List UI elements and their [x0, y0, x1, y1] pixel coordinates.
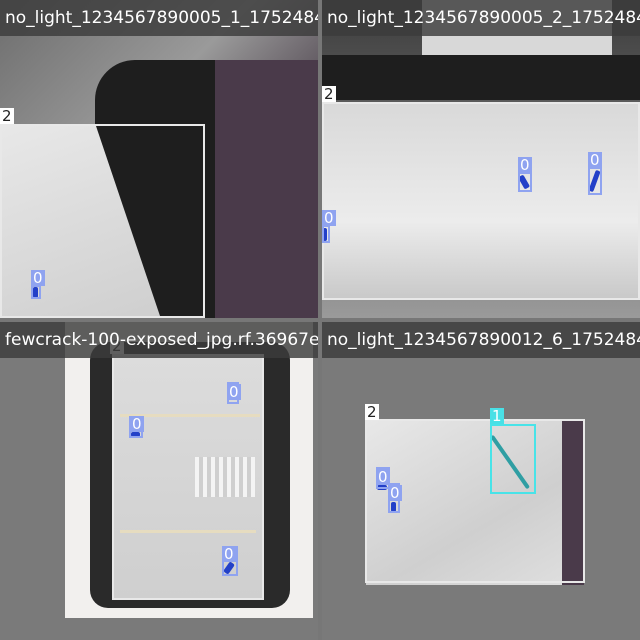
- bbox-label: 0: [588, 151, 602, 169]
- bbox-label: 0: [31, 269, 45, 287]
- tile-title: no_light_1234567890012_6_1752484050_jpg: [322, 322, 640, 358]
- bbox-class-2: [365, 419, 585, 583]
- bbox-label: 0: [130, 415, 144, 433]
- bbox-class-2: [112, 354, 264, 600]
- bbox-label: 0: [388, 484, 402, 502]
- mirror-glass: [366, 420, 584, 585]
- bbox-label: 2: [0, 107, 14, 125]
- bbox-label: 0: [222, 545, 236, 563]
- bbox-label: 0: [322, 209, 336, 227]
- bbox-class-2: [322, 102, 640, 300]
- mirror-glass: [322, 104, 640, 300]
- tile-title: no_light_1234567890005_1_1752484270_jpg: [0, 0, 318, 36]
- bbox-class-0: [31, 285, 41, 299]
- glare-line: [120, 530, 256, 533]
- bbox-label: 2: [365, 403, 379, 421]
- bbox-label: 2: [322, 85, 336, 103]
- glare-line: [120, 414, 260, 417]
- bbox-label: 1: [490, 407, 504, 425]
- bbox-class-1: [490, 424, 536, 494]
- crack-mark: [391, 502, 396, 512]
- crack-mark: [33, 287, 38, 298]
- image-tile-1[interactable]: no_light_1234567890005_1_1752484270_jpg …: [0, 0, 318, 318]
- bbox-class-0: [588, 167, 602, 195]
- bbox-class-2: [0, 124, 205, 318]
- tile-title: no_light_1234567890005_2_1752484570_jpg: [322, 0, 640, 36]
- image-tile-2[interactable]: no_light_1234567890005_2_1752484570_jpg …: [322, 0, 640, 318]
- crack-mark: [323, 228, 327, 241]
- image-tile-3[interactable]: fewcrack-100-exposed_jpg.rf.36967e2f2e01…: [0, 322, 318, 640]
- bbox-label: 0: [376, 468, 390, 486]
- reflection-window: [195, 457, 255, 497]
- tile-title: fewcrack-100-exposed_jpg.rf.36967e2f2e01…: [0, 322, 318, 358]
- bbox-class-0: [518, 172, 532, 192]
- mirror-frame: [322, 55, 640, 100]
- bbox-label: 0: [227, 383, 241, 401]
- textured-surface: [562, 420, 584, 585]
- crack-mark: [131, 432, 140, 437]
- bbox-label: 0: [518, 156, 532, 174]
- image-tile-4[interactable]: no_light_1234567890012_6_1752484050_jpg …: [322, 322, 640, 640]
- bbox-class-0: [322, 225, 330, 243]
